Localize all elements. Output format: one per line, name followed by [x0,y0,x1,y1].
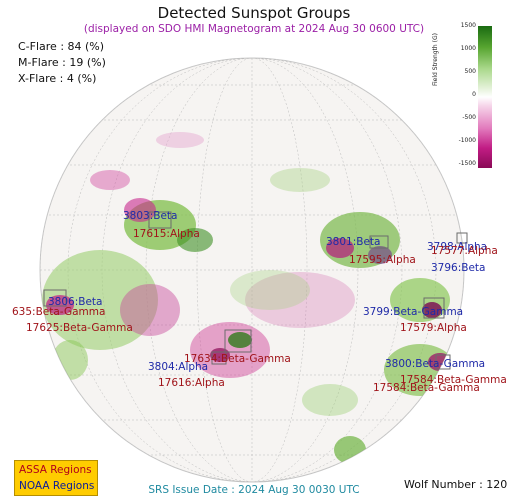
region-box [435,354,451,370]
region-boxes [43,211,468,370]
colorbar-tick: 1500 [460,22,476,29]
colorbar-tick: -500 [462,114,476,121]
colorbar-tick: 500 [464,68,476,75]
legend: ASSA Regions NOAA Regions [14,460,98,496]
colorbar-label: Field Strength (G) [432,33,439,86]
assa-region-label: 3806:Beta [48,296,103,308]
region-box [369,235,389,249]
assa-region-label: 3801:Beta [326,236,381,248]
colorbar-gradient [478,26,492,168]
legend-noaa-label: NOAA Regions [19,480,95,492]
noaa-region-label: 17595:Alpha [349,254,416,266]
region-box [456,232,468,244]
noaa-region-label: 17615:Alpha [133,228,200,240]
noaa-region-label: 17625:Beta-Gamma [26,322,133,334]
assa-region-label: 3799:Beta-Gamma [363,306,464,318]
assa-region-label: 3796:Beta [431,262,486,274]
colorbar-tick: 1000 [460,45,476,52]
chart-subtitle: (displayed on SDO HMI Magnetogram at 202… [83,23,425,35]
noaa-region-label: 17584:Beta-Gamma [400,374,507,386]
region-box [423,297,445,319]
assa-region-label: 3803:Beta [123,210,178,222]
colorbar-tick: 0 [472,91,476,98]
m-flare-probability: M-Flare : 19 (%) [18,56,106,69]
assa-region-label: 3798:Alpha [427,241,488,253]
region-box [224,329,252,353]
colorbar: 1500 1000 500 0 -500 -1000 -1500 Field S… [432,22,492,168]
noaa-region-label: 17584:Beta-Gamma [373,382,480,394]
chart-title: Detected Sunspot Groups [157,4,351,22]
assa-region-label: 3800:Beta-Gamma [385,358,486,370]
noaa-region-label: 17577:Alpha [431,245,498,257]
region-box [43,289,67,307]
x-flare-probability: X-Flare : 4 (%) [18,72,97,85]
noaa-region-label: 17579:Alpha [400,322,467,334]
colorbar-tick: -1000 [458,137,476,144]
assa-region-label: 3804:Alpha [148,361,209,373]
noaa-region-label: 17616:Alpha [158,377,225,389]
region-box [148,211,172,229]
region-box [211,351,227,365]
noaa-region-label: 635:Beta-Gamma [12,306,106,318]
colorbar-tick: -1500 [458,160,476,167]
srs-issue-date: SRS Issue Date : 2024 Aug 30 0030 UTC [148,484,360,496]
noaa-region-label: 17634:Beta-Gamma [184,353,291,365]
wolf-number: Wolf Number : 120 [404,478,508,491]
legend-assa-label: ASSA Regions [19,464,92,476]
c-flare-probability: C-Flare : 84 (%) [18,40,105,53]
magnetic-field-speckle [42,132,456,464]
